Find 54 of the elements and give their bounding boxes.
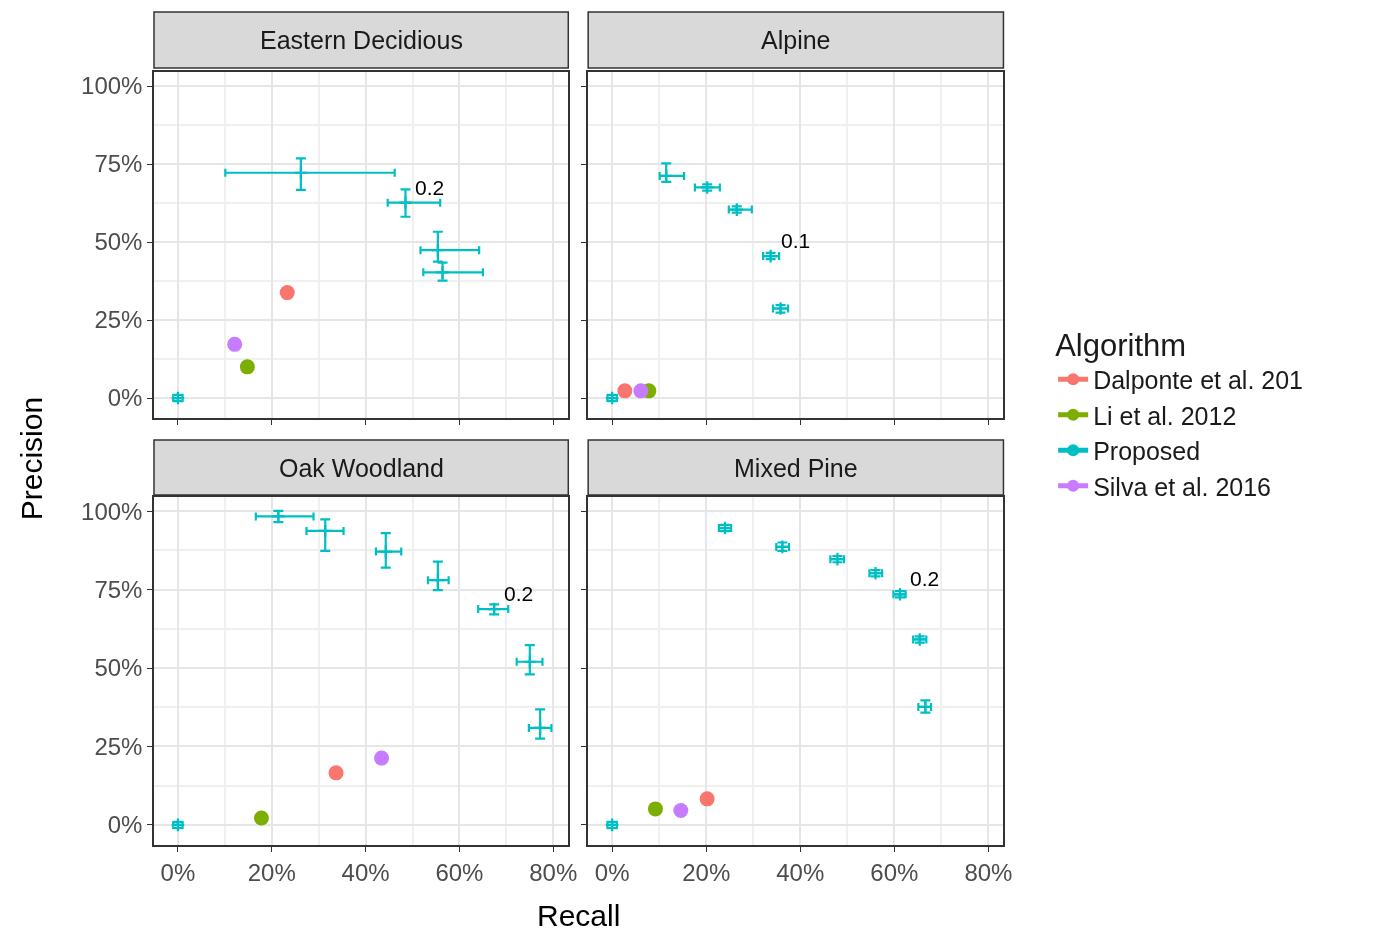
point (430, 242, 446, 258)
x-tick-label: 20% (682, 858, 731, 886)
point (699, 791, 715, 807)
legend-label: Dalponte et al. 201 (1093, 366, 1304, 394)
point (398, 195, 413, 211)
x-tick-label: 80% (529, 858, 578, 886)
chart-title: Alpine (761, 26, 831, 54)
x-tick-label: 60% (435, 858, 484, 886)
x-axis-title: Recall (537, 899, 621, 930)
x-tick-label: 0% (594, 858, 630, 886)
point (317, 523, 333, 539)
y-tick-label: 25% (94, 306, 143, 334)
y-tick-label: 75% (94, 150, 143, 178)
chart-title: Eastern Decidious (260, 26, 463, 54)
x-tick-label: 80% (964, 858, 1013, 886)
point (617, 383, 633, 399)
point (374, 750, 390, 766)
legend-label: Silva et al. 2016 (1093, 472, 1272, 501)
point (239, 359, 255, 375)
point (227, 336, 243, 352)
legend-label: Li et al. 2012 (1093, 401, 1237, 430)
annotation: 0.2 (504, 582, 534, 605)
point (378, 544, 394, 559)
chart-title: Mixed Pine (734, 454, 858, 482)
x-tick-label: 40% (776, 858, 825, 886)
point (430, 572, 446, 588)
point (633, 383, 649, 399)
annotation: 0.2 (415, 176, 445, 199)
chart-title: Oak Woodland (279, 454, 444, 482)
y-tick-label: 0% (107, 384, 143, 412)
y-axis-title: Precision (15, 396, 49, 521)
point (673, 802, 689, 818)
y-tick-label: 0% (107, 811, 143, 839)
legend-title: Algorithm (1055, 328, 1187, 364)
annotation: 0.1 (781, 229, 811, 252)
point (647, 801, 663, 817)
x-tick-label: 60% (870, 858, 919, 886)
point (328, 765, 344, 781)
y-tick-label: 25% (94, 732, 143, 760)
x-tick-label: 40% (341, 858, 390, 886)
y-tick-label: 100% (81, 72, 143, 100)
point (293, 165, 309, 181)
annotation: 0.2 (910, 567, 940, 590)
x-tick-label: 20% (247, 858, 296, 886)
legend-label: Proposed (1093, 437, 1201, 465)
point (253, 810, 269, 826)
x-tick-label: 0% (160, 858, 196, 886)
y-tick-label: 50% (94, 654, 143, 682)
point (279, 285, 295, 301)
y-tick-label: 75% (94, 575, 143, 603)
y-tick-label: 100% (81, 497, 143, 525)
point (532, 720, 548, 736)
y-tick-label: 50% (94, 228, 143, 256)
point (522, 654, 538, 670)
